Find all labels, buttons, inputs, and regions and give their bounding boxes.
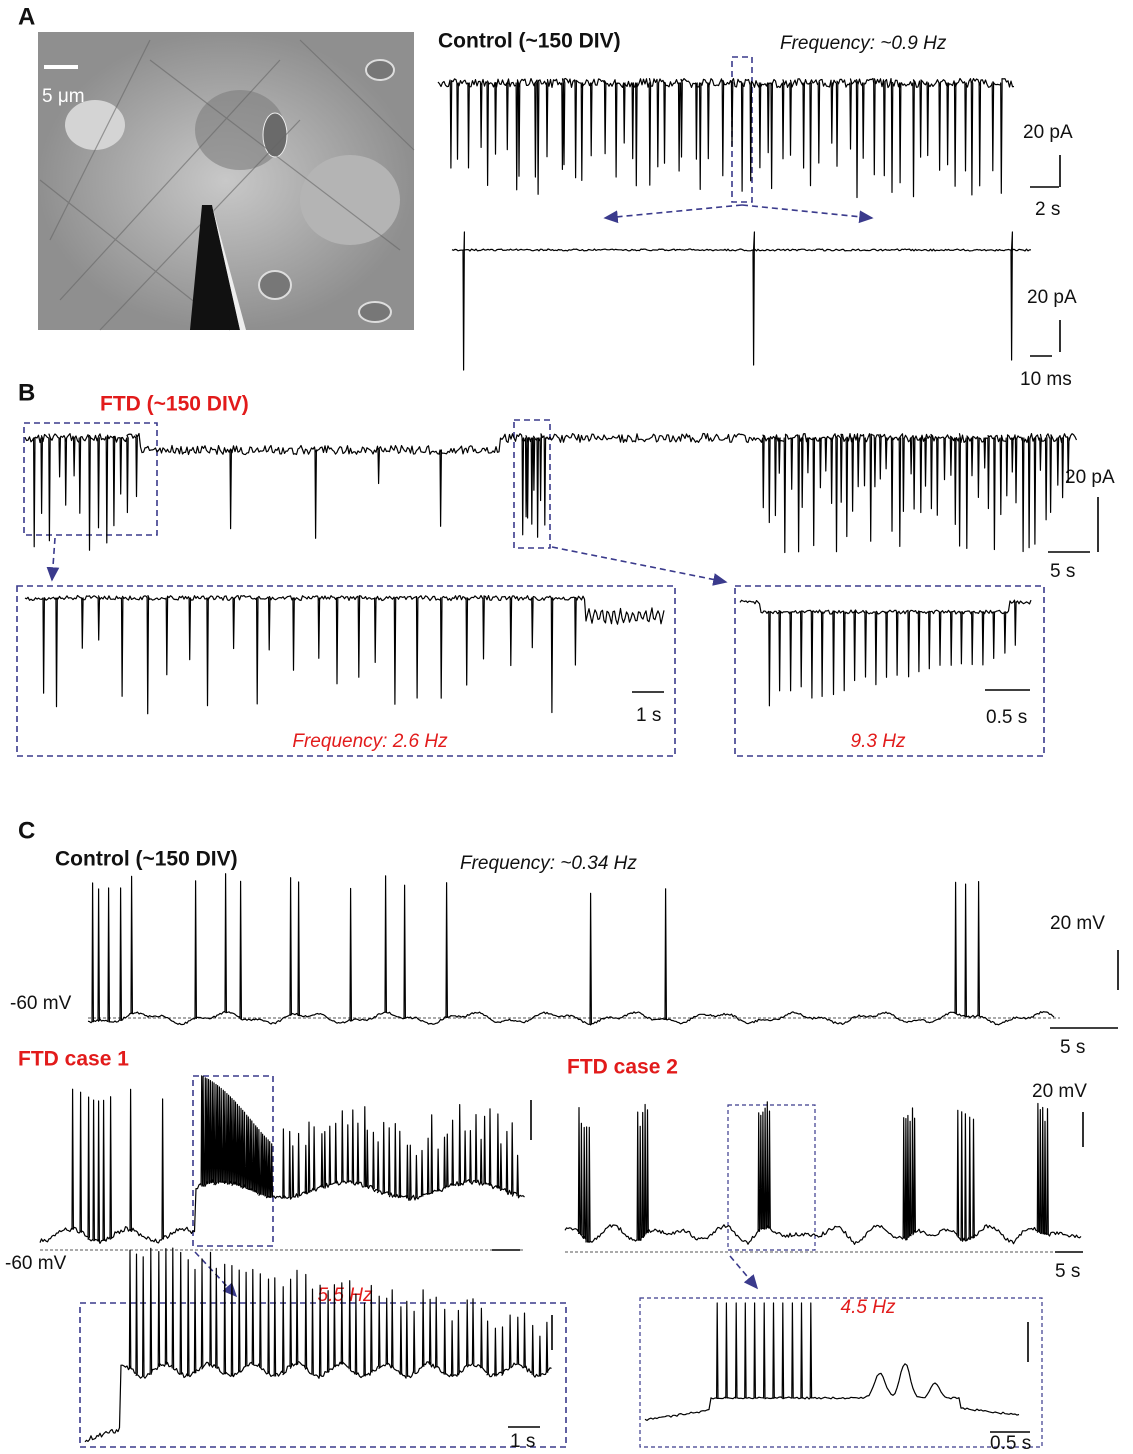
- scale-bar: [492, 1100, 532, 1251]
- scale-bar: [1030, 155, 1061, 188]
- scale-label: 2 s: [1035, 199, 1060, 220]
- zoom-box: [727, 1104, 816, 1251]
- trace: [39, 1075, 525, 1244]
- arrow: [194, 1251, 238, 1298]
- scale-bar: [1055, 1112, 1084, 1253]
- scale-label: 5 s: [1050, 561, 1075, 582]
- arrow: [741, 204, 874, 224]
- scale-label: 5 s: [1060, 1037, 1085, 1058]
- scale-bar: [1050, 950, 1119, 1029]
- trace-title: FTD case 1: [18, 1048, 129, 1071]
- scale-label: 5 μm: [42, 86, 85, 107]
- panel-label: A: [18, 3, 35, 30]
- trace: [87, 873, 1055, 1026]
- frequency: 9.3 Hz: [851, 731, 906, 752]
- trace-title: FTD case 2: [567, 1056, 678, 1079]
- trace: [24, 432, 1078, 554]
- scale-bar: [508, 1315, 1030, 1433]
- scale-label: 20 mV: [1032, 1081, 1087, 1102]
- zoom-box: [513, 419, 551, 549]
- trace-title: FTD (~150 DIV): [100, 393, 249, 416]
- scale-label: 20 pA: [1023, 122, 1073, 143]
- frequency: 4.5 Hz: [841, 1297, 896, 1318]
- zoom-box: [23, 422, 158, 536]
- trace: [739, 599, 1032, 707]
- scale-label: 10 ms: [1020, 369, 1072, 390]
- scale-label: 20 pA: [1065, 467, 1115, 488]
- scale-label: 1 s: [510, 1431, 535, 1452]
- arrow: [46, 537, 60, 582]
- trace-title: Control (~150 DIV): [438, 30, 621, 53]
- zoom-box: [16, 585, 676, 757]
- trace: [564, 1101, 1082, 1245]
- arrow: [551, 546, 728, 586]
- trace-title: Control (~150 DIV): [55, 848, 238, 871]
- micrograph: [38, 32, 415, 331]
- scale-bar: [1048, 497, 1099, 553]
- scale-label: 1 s: [636, 705, 661, 726]
- traces: [24, 77, 1082, 1443]
- scale-label: 20 pA: [1027, 287, 1077, 308]
- zoom-box: [734, 585, 1045, 757]
- frequency: Frequency: ~0.9 Hz: [780, 33, 947, 54]
- scale-label: 20 mV: [1050, 913, 1105, 934]
- trace: [84, 1247, 552, 1443]
- zoom-box: [639, 1297, 1043, 1448]
- scale-label: 0.5 s: [990, 1433, 1031, 1454]
- panel-label: C: [18, 817, 35, 844]
- arrow: [729, 1255, 759, 1290]
- arrow: [603, 204, 743, 224]
- scale-bar: [1030, 320, 1061, 357]
- baseline-label: -60 mV: [10, 993, 72, 1014]
- zoom-box: [731, 56, 753, 203]
- baseline-label: -60 mV: [5, 1253, 67, 1274]
- frequency: 5.5 Hz: [318, 1285, 373, 1306]
- trace: [437, 77, 1015, 199]
- panel-label: B: [18, 379, 35, 406]
- trace: [24, 594, 665, 715]
- zoom-box: [79, 1302, 567, 1448]
- scale-label: 5 s: [1055, 1261, 1080, 1282]
- frequency: Frequency: ~0.34 Hz: [460, 853, 637, 874]
- scale-label: 0.5 s: [986, 707, 1027, 728]
- zoom-box: [192, 1075, 274, 1247]
- trace: [644, 1302, 1020, 1421]
- trace: [451, 231, 1032, 371]
- frequency: Frequency: 2.6 Hz: [292, 731, 448, 752]
